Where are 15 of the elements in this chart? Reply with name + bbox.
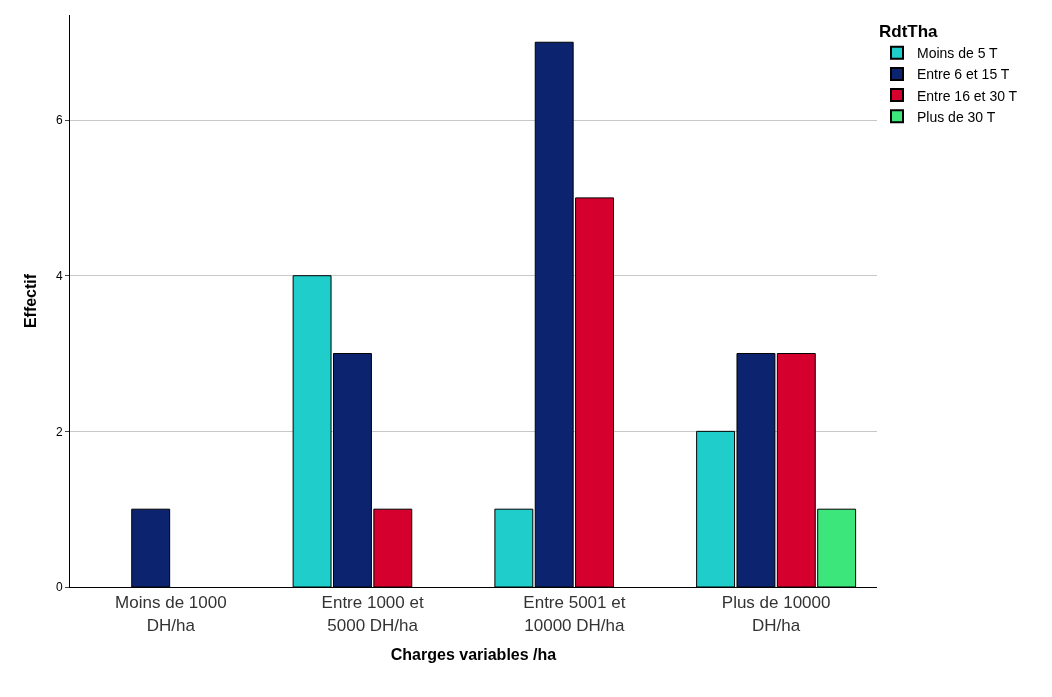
x-tick-label: Entre 1000 et 5000 DH/ha <box>321 593 424 635</box>
legend-label: Plus de 30 T <box>917 108 996 125</box>
y-axis-title: Effectif <box>21 273 39 329</box>
y-tick-label: 0 <box>55 580 63 595</box>
x-tick-label: Plus de 10000 DH/ha <box>721 593 831 635</box>
legend-label: Entre 16 et 30 T <box>917 87 1018 104</box>
x-axis-title: Charges variables /ha <box>390 646 557 664</box>
y-tick-label: 4 <box>55 268 63 283</box>
legend-title: RdtTha <box>879 22 939 42</box>
x-tick-label: Moins de 1000 DH/ha <box>115 593 227 635</box>
legend-label: Moins de 5 T <box>917 45 999 62</box>
legend-label: Entre 6 et 15 T <box>917 66 1010 83</box>
x-tick-label: Entre 5001 et 10000 DH/ha <box>523 593 626 635</box>
y-tick-label: 2 <box>55 424 63 439</box>
y-tick-label: 6 <box>55 113 63 128</box>
